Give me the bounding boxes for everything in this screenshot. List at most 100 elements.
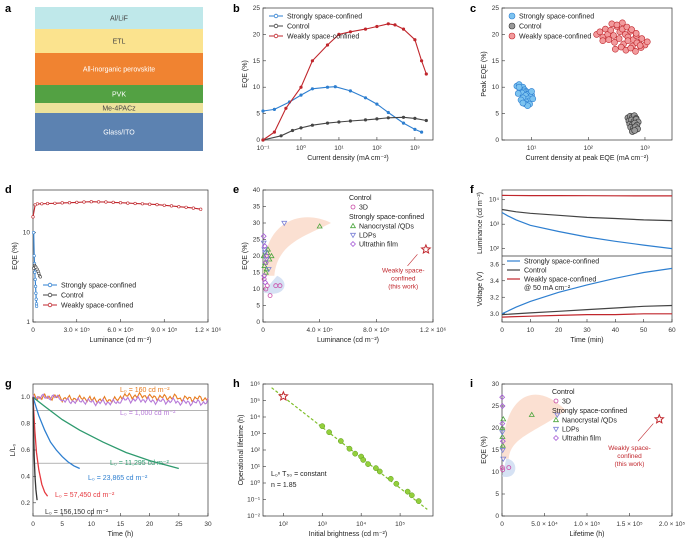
stack-layer-label: All-inorganic perovskite (83, 67, 155, 74)
legend-marker (553, 435, 559, 441)
x-tick-label: 0 (500, 327, 504, 334)
legend-title: Control (552, 389, 575, 396)
legend-label: Weakly space-confined (287, 34, 359, 41)
scatter-point (515, 83, 523, 91)
y-tick-label: 10⁰ (250, 479, 260, 487)
series-point (299, 126, 303, 130)
series-point (96, 200, 101, 204)
legend-label: Weakly space-confined (519, 34, 591, 41)
series-point (325, 121, 330, 125)
series-line (501, 313, 672, 318)
panel-label-a: a (5, 3, 12, 15)
series-point (53, 201, 57, 205)
annotation: (this work) (615, 461, 645, 468)
y-tick-label: 25 (253, 5, 261, 12)
legend-marker (553, 398, 559, 404)
series-point (155, 203, 159, 207)
series-point (184, 205, 188, 209)
scatter-ldp (554, 412, 561, 418)
legend-marker (47, 282, 53, 288)
scatter-point (611, 38, 618, 46)
series-line (501, 267, 673, 315)
x-tick-label: 1.0 × 10⁵ (574, 521, 601, 528)
series-point (33, 277, 37, 282)
y-axis-label-top: Luminance (cd m⁻²) (477, 192, 484, 254)
scatter-qd (316, 223, 323, 229)
legend-marker (508, 32, 516, 40)
series-point (118, 201, 123, 205)
panel-i: i 0 5.0 × 10⁴ 1.0 × 10⁵ 1.5 × 10⁵ 2.0 × 10⁵ 0 5… (470, 378, 685, 538)
series-line (501, 211, 673, 250)
y-axis-label: L/L₀ (10, 444, 17, 457)
series-line (32, 391, 209, 405)
stack-layer-2 (35, 53, 203, 85)
series-label: L₀ = 1,000 cd m⁻² (120, 410, 176, 417)
scatter-point (599, 37, 607, 45)
legend-label: 3D (562, 399, 571, 406)
legend-label: Strongly space-confined (519, 14, 594, 21)
series-point (199, 207, 203, 211)
scatter-film (261, 243, 268, 250)
stack-layer-label: Al/LiF (110, 16, 128, 23)
x-tick-label: 10³ (318, 521, 328, 528)
y-tick-label: 1.0 (21, 394, 30, 401)
y-tick-label: 10¹ (251, 464, 261, 471)
series-point (375, 102, 379, 106)
panel-label-i: i (470, 378, 473, 390)
series-point (261, 109, 265, 113)
legend-label: Weakly space-confined (61, 303, 133, 310)
panel-e: e 0 4.0 × 10⁵ 8.0 × 10⁵ 1.2 × 10⁶ 0 5 10 15 20 25 3… (233, 184, 446, 344)
scatter-point (408, 492, 415, 499)
x-tick-label: 60 (668, 327, 676, 334)
legend-marker (350, 241, 356, 247)
legend-label: Ultrathin film (359, 242, 398, 249)
panel-label-c: c (470, 3, 476, 15)
series-point (31, 215, 35, 219)
x-tick-label: 10² (372, 145, 382, 152)
series-point (375, 24, 379, 29)
legend-label: LDPs (562, 427, 580, 434)
series-point (33, 284, 38, 289)
series-line (32, 393, 209, 407)
y-tick-label: 3.6 (490, 261, 499, 268)
legend-label: Control (524, 268, 547, 275)
legend-label: Ultrathin film (562, 436, 601, 443)
y-axis-label-bottom: Voltage (V) (477, 272, 484, 307)
y-axis-label: EQE (%) (242, 242, 249, 270)
annotation-pointer (407, 254, 418, 267)
panel-label-d: d (5, 184, 12, 196)
series-point (325, 85, 330, 89)
series-point (162, 203, 166, 207)
y-tick-label: 10 (492, 469, 500, 476)
series-point (401, 115, 406, 119)
y-tick-label: 10 (492, 84, 500, 91)
y-tick-label: 35 (253, 204, 261, 211)
series-label: L₀ = 11,295 cd m⁻² (110, 460, 169, 467)
scatter-film (260, 233, 267, 240)
series-line (262, 116, 427, 141)
panel-b: b 10⁻¹ 10⁰ 10¹ 10² 10³ 0 5 10 15 20 25 Current densi… (233, 3, 434, 162)
legend-marker (273, 13, 279, 19)
x-tick-label: 10² (279, 521, 289, 528)
scatter-point (376, 468, 383, 475)
this-work-star (277, 390, 289, 401)
x-tick-label: 10² (584, 145, 594, 152)
legend-marker (552, 426, 560, 433)
scatter-point (605, 36, 613, 44)
x-axis-label: Initial brightness (cd m⁻²) (309, 531, 387, 538)
x-tick-label: 10³ (640, 145, 650, 152)
y-tick-label: 0.8 (21, 421, 30, 428)
scatter-film (499, 438, 506, 445)
scatter-point (337, 438, 344, 444)
series-point (337, 120, 341, 124)
scatter-film (499, 394, 506, 401)
y-tick-label: 15 (253, 58, 261, 65)
series-point (33, 270, 37, 274)
series-point (310, 87, 315, 91)
x-tick-label: 50 (640, 327, 648, 334)
panel-f: f 0 10 20 30 40 50 60 10⁴ 10³ 10² 3.0 3.2 3.4 3.6 Time … (470, 184, 676, 344)
y-tick-label: 0 (256, 319, 260, 326)
series-point (34, 297, 38, 301)
scatter-qd (261, 262, 268, 268)
stack-layer-0 (35, 7, 203, 29)
